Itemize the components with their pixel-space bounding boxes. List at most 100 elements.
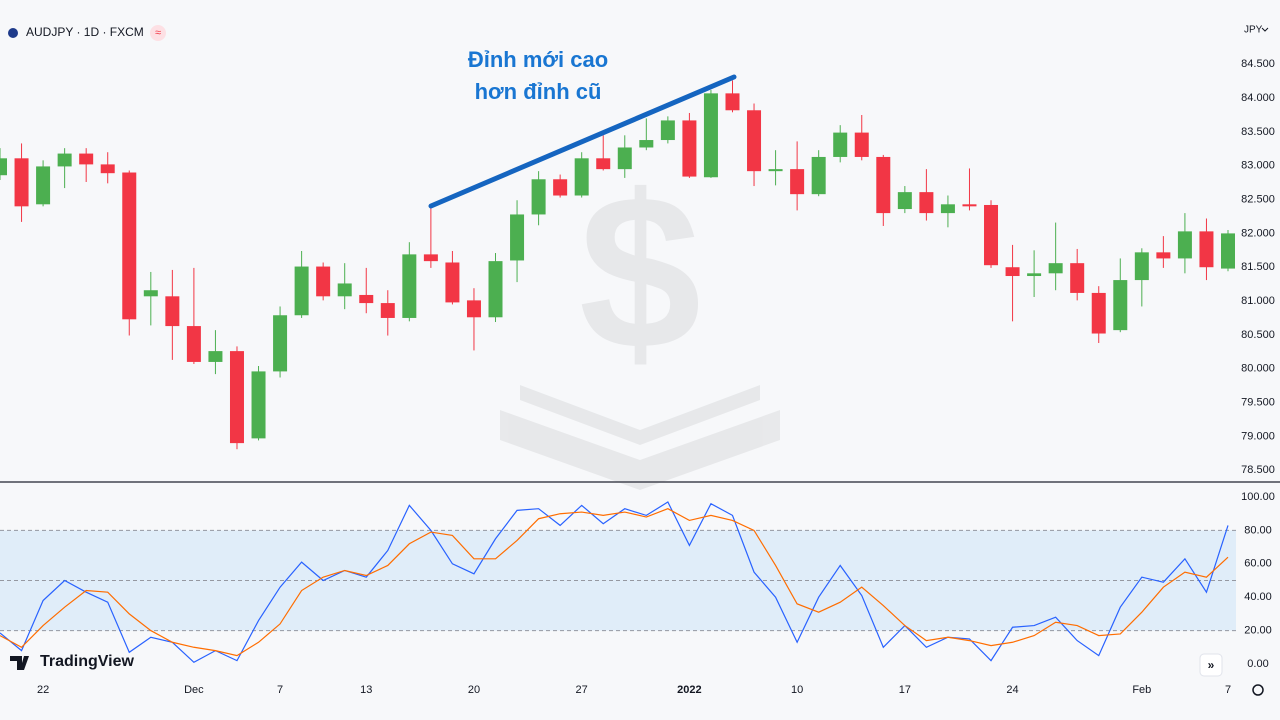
candle-body <box>531 179 546 215</box>
x-tick-label: Dec <box>184 684 204 696</box>
x-tick-label: 7 <box>277 684 283 696</box>
x-tick-label: 24 <box>1006 684 1018 696</box>
candle-body <box>919 192 934 214</box>
candle-body <box>1091 292 1106 334</box>
candle-body <box>273 315 288 372</box>
candle-body <box>143 290 158 297</box>
candle-body <box>229 351 244 444</box>
candle-body <box>984 204 999 266</box>
candle-body <box>79 153 94 165</box>
x-tick-label: 13 <box>360 684 372 696</box>
annotation: Đỉnh mới cao <box>468 47 608 72</box>
candle-body <box>359 294 374 304</box>
y-tick-label: 80.00 <box>1244 524 1272 536</box>
candle-body <box>488 261 503 318</box>
svg-text:$: $ <box>579 149 701 395</box>
settings-icon[interactable] <box>1252 684 1264 696</box>
candle-body <box>703 93 718 178</box>
x-tick-label: 17 <box>899 684 911 696</box>
candle-body <box>402 254 417 318</box>
candle-body <box>165 296 180 327</box>
candle-body <box>294 266 309 316</box>
candle-body <box>1113 280 1128 331</box>
x-tick-label: 27 <box>576 684 588 696</box>
y-tick-label: 100.00 <box>1241 491 1275 503</box>
candle-body <box>1156 252 1171 259</box>
currency-label[interactable]: JPY <box>1244 25 1263 36</box>
y-tick-label: 84.500 <box>1241 58 1275 70</box>
y-tick-label: 80.500 <box>1241 329 1275 341</box>
y-tick-label: 79.500 <box>1241 396 1275 408</box>
oscillator-line <box>0 508 1229 657</box>
candle-body <box>682 120 697 177</box>
y-tick-label: 79.000 <box>1241 430 1275 442</box>
candle-body <box>251 371 266 439</box>
candle-body <box>1221 233 1235 269</box>
candle-body <box>316 266 331 297</box>
candle-body <box>553 179 568 196</box>
logo-icon <box>10 656 29 670</box>
x-tick-label: 7 <box>1225 684 1231 696</box>
candle-body <box>122 172 137 320</box>
candle-body <box>639 140 654 148</box>
y-tick-label: 0.00 <box>1247 658 1268 670</box>
y-tick-label: 83.000 <box>1241 160 1275 172</box>
candle-body <box>186 326 201 362</box>
y-tick-label: 82.500 <box>1241 193 1275 205</box>
candle-body <box>596 158 611 170</box>
candle-body <box>854 132 869 157</box>
trend-line <box>428 74 737 209</box>
symbol-title: AUDJPY · 1D · FXCM <box>26 25 144 39</box>
candle-body <box>1134 252 1149 281</box>
candle-body <box>660 120 675 141</box>
candle-body <box>380 303 395 318</box>
candle-body <box>0 158 7 176</box>
status-icon <box>150 25 166 41</box>
oscillator-line <box>0 501 1229 664</box>
candle-body <box>1005 267 1020 277</box>
x-tick-label: 2022 <box>677 684 701 696</box>
candle-body <box>57 153 72 167</box>
candle-body <box>445 262 460 303</box>
y-tick-label: 60.00 <box>1244 558 1272 570</box>
candle-body <box>1199 231 1214 268</box>
candle-body <box>466 300 481 318</box>
y-tick-label: 40.00 <box>1244 591 1272 603</box>
candle-body <box>747 110 762 172</box>
y-tick-label: 80.000 <box>1241 363 1275 375</box>
candle-body <box>1070 263 1085 293</box>
x-tick-label: 20 <box>468 684 480 696</box>
y-tick-label: 20.00 <box>1244 624 1272 636</box>
status-icon-glyph: ≈ <box>155 27 161 39</box>
candle-body <box>790 169 805 195</box>
candle-body <box>876 156 891 214</box>
y-tick-label: 81.000 <box>1241 295 1275 307</box>
y-tick-label: 83.500 <box>1241 126 1275 138</box>
candle-body <box>36 166 51 205</box>
candle-body <box>617 147 632 170</box>
plot-area <box>0 80 1236 664</box>
candle-body <box>962 204 977 207</box>
y-tick-label: 78.500 <box>1241 464 1275 476</box>
y-tick-label: 84.000 <box>1241 92 1275 104</box>
flag-icon <box>8 28 18 38</box>
y-tick-label: 81.500 <box>1241 261 1275 273</box>
candle-body <box>768 169 783 172</box>
candle-body <box>100 164 115 174</box>
candle-body <box>1048 263 1063 274</box>
candle-body <box>833 132 848 157</box>
x-tick-label: 10 <box>791 684 803 696</box>
x-tick-label: Feb <box>1132 684 1151 696</box>
y-tick-label: 82.000 <box>1241 227 1275 239</box>
candle-body <box>897 192 912 210</box>
candle-body <box>940 204 955 214</box>
candle-body <box>423 254 438 262</box>
scroll-glyph: » <box>1208 658 1215 672</box>
candle-body <box>725 93 740 111</box>
candle-body <box>14 158 29 207</box>
candle-body <box>1027 273 1042 277</box>
scroll-button[interactable] <box>1199 653 1223 677</box>
candle-body <box>1177 231 1192 259</box>
logo-text: TradingView <box>40 653 135 670</box>
